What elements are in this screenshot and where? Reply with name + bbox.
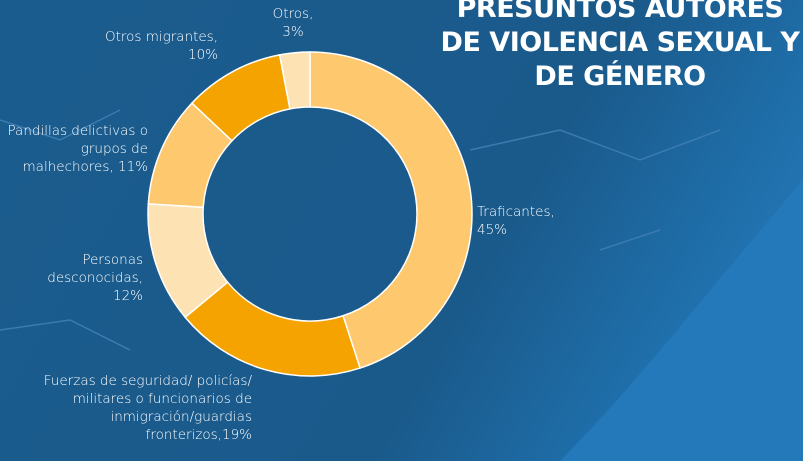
category-label: Pandillas delictivas o grupos de malhech… bbox=[7, 123, 148, 175]
slice-label: Pandillas delictivas o grupos de malhech… bbox=[3, 122, 148, 176]
slice-label: Personas desconocidas, 12% bbox=[28, 251, 143, 305]
slice-label: Traficantes, 45% bbox=[477, 203, 587, 239]
category-label: Fuerzas de seguridad/ policías/ militare… bbox=[43, 373, 252, 443]
value-label: 12% bbox=[112, 288, 143, 304]
value-label: 19% bbox=[221, 427, 252, 443]
category-label: Otros migrantes, bbox=[104, 29, 218, 45]
category-label: Otros, bbox=[272, 6, 314, 22]
category-label: Traficantes, bbox=[477, 204, 555, 220]
slice-label: Otros, 3% bbox=[258, 5, 328, 41]
chart-title: PRESUNTOS AUTORES DE VIOLENCIA SEXUAL Y … bbox=[440, 0, 800, 92]
value-label: 10% bbox=[187, 47, 218, 63]
value-label: 11% bbox=[117, 159, 148, 175]
value-label: 3% bbox=[282, 24, 304, 40]
slice-label: Otros migrantes, 10% bbox=[78, 28, 218, 64]
value-label: 45% bbox=[477, 222, 508, 238]
donut-slice bbox=[309, 51, 473, 370]
map-borders bbox=[0, 109, 721, 351]
slice-label: Fuerzas de seguridad/ policías/ militare… bbox=[22, 372, 252, 444]
category-label: Personas desconocidas, bbox=[47, 252, 143, 286]
donut-slice bbox=[278, 51, 311, 110]
map-sea bbox=[560, 180, 803, 461]
